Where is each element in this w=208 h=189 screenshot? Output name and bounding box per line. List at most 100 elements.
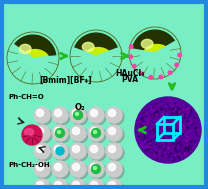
- Circle shape: [34, 161, 50, 177]
- Circle shape: [72, 163, 88, 179]
- Circle shape: [36, 109, 44, 117]
- Circle shape: [54, 127, 70, 143]
- Circle shape: [52, 143, 68, 159]
- Ellipse shape: [9, 38, 50, 73]
- Circle shape: [90, 145, 106, 161]
- Circle shape: [52, 125, 68, 141]
- Circle shape: [108, 109, 116, 117]
- Circle shape: [72, 181, 88, 189]
- Circle shape: [54, 163, 70, 179]
- Ellipse shape: [25, 129, 33, 136]
- Wedge shape: [11, 32, 59, 58]
- Wedge shape: [69, 47, 123, 83]
- Circle shape: [94, 167, 97, 170]
- Circle shape: [72, 145, 80, 153]
- Ellipse shape: [19, 44, 31, 53]
- Circle shape: [135, 97, 201, 163]
- Circle shape: [54, 181, 62, 189]
- Circle shape: [132, 64, 136, 68]
- Circle shape: [90, 109, 98, 117]
- Text: PVA: PVA: [121, 75, 139, 84]
- Circle shape: [73, 111, 83, 119]
- Circle shape: [90, 181, 106, 189]
- Circle shape: [90, 181, 98, 189]
- Circle shape: [178, 53, 181, 57]
- Circle shape: [88, 125, 104, 141]
- Circle shape: [106, 179, 122, 189]
- Circle shape: [108, 163, 116, 171]
- Circle shape: [159, 75, 163, 79]
- Ellipse shape: [82, 42, 94, 51]
- Circle shape: [56, 129, 64, 138]
- Circle shape: [54, 181, 70, 189]
- Circle shape: [70, 107, 86, 123]
- Circle shape: [70, 143, 86, 159]
- Circle shape: [72, 145, 88, 161]
- Circle shape: [7, 32, 59, 84]
- Circle shape: [92, 129, 100, 138]
- Circle shape: [72, 109, 80, 117]
- Circle shape: [52, 161, 68, 177]
- Circle shape: [129, 55, 132, 59]
- Ellipse shape: [131, 33, 171, 68]
- Circle shape: [72, 163, 80, 171]
- Circle shape: [129, 27, 181, 79]
- Circle shape: [57, 130, 61, 133]
- Circle shape: [76, 112, 78, 115]
- Circle shape: [90, 145, 98, 153]
- Wedge shape: [74, 33, 118, 56]
- Circle shape: [106, 161, 122, 177]
- Circle shape: [108, 127, 124, 143]
- Circle shape: [108, 109, 124, 125]
- Ellipse shape: [133, 35, 169, 66]
- Circle shape: [90, 109, 106, 125]
- Wedge shape: [129, 27, 178, 53]
- Wedge shape: [132, 30, 175, 53]
- Ellipse shape: [72, 36, 113, 71]
- Text: [Bmim][BF₄]: [Bmim][BF₄]: [40, 75, 92, 84]
- Text: Ph-CH=O: Ph-CH=O: [8, 94, 44, 100]
- Circle shape: [129, 45, 133, 48]
- Circle shape: [108, 163, 124, 179]
- Text: O₂: O₂: [75, 104, 85, 112]
- Circle shape: [94, 130, 97, 133]
- Ellipse shape: [21, 50, 49, 72]
- Circle shape: [70, 161, 86, 177]
- Circle shape: [22, 125, 42, 145]
- Circle shape: [88, 143, 104, 159]
- Circle shape: [149, 75, 152, 79]
- Circle shape: [168, 71, 172, 74]
- Circle shape: [108, 145, 116, 153]
- Circle shape: [72, 127, 80, 135]
- Circle shape: [36, 109, 52, 125]
- Circle shape: [108, 127, 116, 135]
- Circle shape: [70, 125, 86, 141]
- Circle shape: [72, 127, 88, 143]
- Circle shape: [139, 72, 143, 75]
- Circle shape: [88, 161, 104, 177]
- Ellipse shape: [11, 40, 47, 71]
- Circle shape: [106, 107, 122, 123]
- Circle shape: [108, 145, 124, 161]
- Circle shape: [36, 145, 44, 153]
- Text: HAuCl₄: HAuCl₄: [115, 70, 145, 78]
- Circle shape: [36, 127, 44, 135]
- Circle shape: [54, 127, 62, 135]
- Circle shape: [36, 145, 52, 161]
- Ellipse shape: [141, 39, 153, 48]
- Circle shape: [34, 143, 50, 159]
- Ellipse shape: [143, 45, 171, 67]
- Circle shape: [34, 125, 50, 141]
- Circle shape: [175, 63, 178, 67]
- Circle shape: [54, 109, 70, 125]
- Circle shape: [36, 181, 44, 189]
- Wedge shape: [6, 43, 59, 84]
- Circle shape: [88, 107, 104, 123]
- Wedge shape: [71, 30, 121, 56]
- Circle shape: [106, 125, 122, 141]
- Circle shape: [90, 163, 106, 179]
- Circle shape: [36, 163, 44, 171]
- Circle shape: [92, 164, 100, 174]
- Circle shape: [90, 127, 106, 143]
- Circle shape: [108, 181, 116, 189]
